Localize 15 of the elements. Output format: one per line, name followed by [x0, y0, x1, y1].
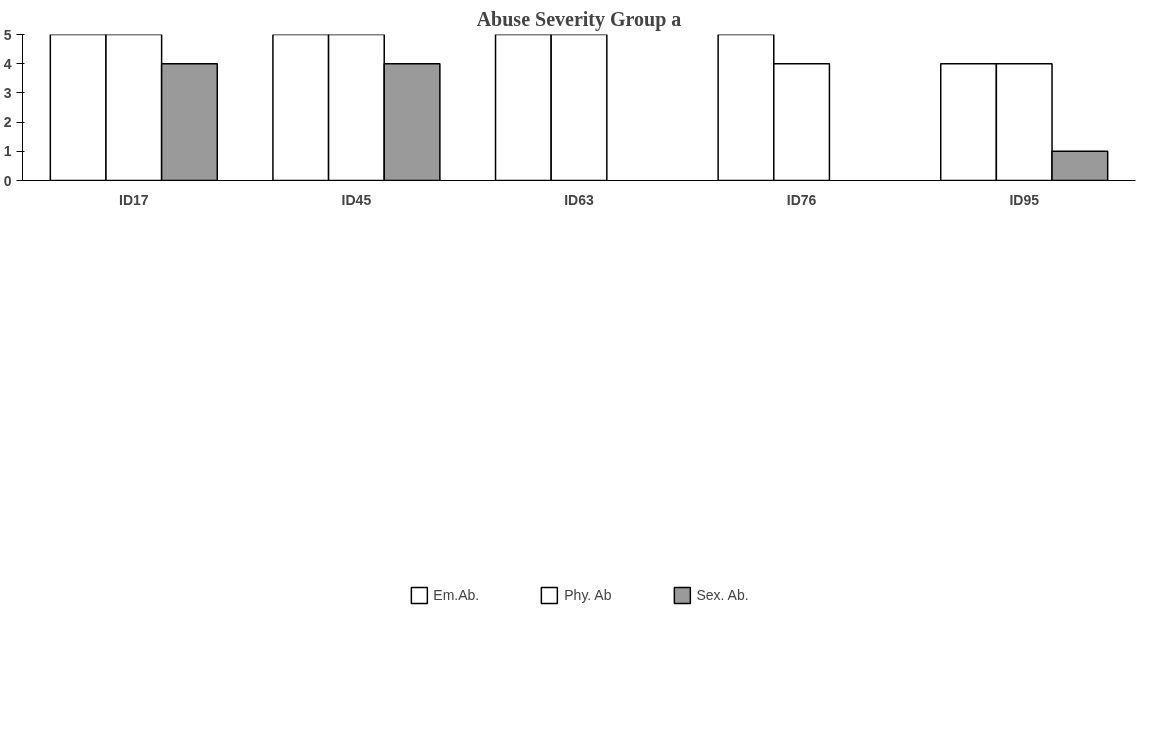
y-tick-label: 1: [3, 143, 12, 160]
legend-label: Em.Ab.: [433, 587, 480, 603]
chart-title: Abuse Severity Group a: [476, 7, 682, 31]
x-tick-label: ID76: [786, 191, 817, 208]
x-tick-label: ID63: [564, 191, 594, 208]
x-tick-label: ID45: [341, 191, 372, 208]
y-tick-label: 5: [3, 26, 12, 43]
x-tick-label: ID95: [1009, 191, 1040, 208]
y-tick-label: 3: [3, 84, 12, 101]
x-tick-label: ID17: [119, 191, 149, 208]
y-tick-label: 4: [3, 55, 12, 72]
legend-label: Phy. Ab: [564, 587, 612, 603]
legend-label: Sex. Ab.: [696, 587, 749, 603]
y-tick-label: 0: [3, 172, 12, 189]
y-tick-label: 2: [3, 114, 12, 131]
